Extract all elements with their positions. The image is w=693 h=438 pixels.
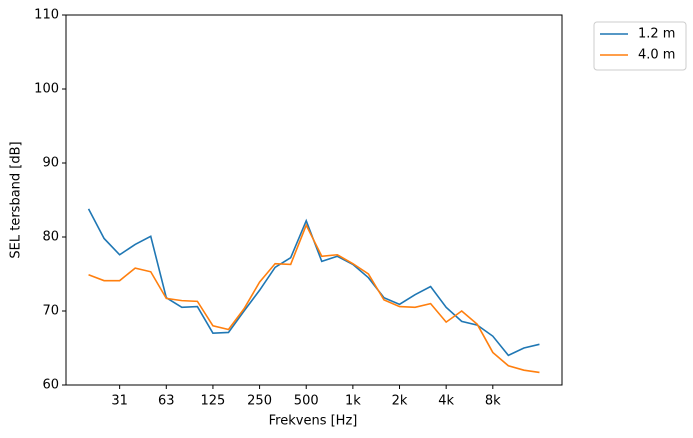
x-tick-label: 31 bbox=[111, 394, 128, 409]
x-tick-label: 125 bbox=[201, 394, 226, 409]
y-tick-label: 70 bbox=[42, 304, 59, 319]
x-tick-label: 8k bbox=[485, 394, 501, 409]
x-tick-label: 4k bbox=[438, 394, 454, 409]
y-axis-label: SEL tersband [dB] bbox=[9, 141, 24, 258]
y-tick-label: 110 bbox=[34, 8, 59, 23]
x-axis-label: Frekvens [Hz] bbox=[269, 414, 358, 429]
x-tick-label: 500 bbox=[294, 394, 319, 409]
y-tick-label: 100 bbox=[34, 82, 59, 97]
y-tick-label: 90 bbox=[42, 156, 59, 171]
y-tick-label: 60 bbox=[42, 378, 59, 393]
x-tick-label: 2k bbox=[392, 394, 408, 409]
legend-label: 1.2 m bbox=[638, 27, 675, 42]
plot-frame bbox=[65, 14, 563, 386]
y-tick-label: 80 bbox=[42, 230, 59, 245]
x-tick-label: 63 bbox=[158, 394, 175, 409]
series-line bbox=[88, 223, 540, 374]
x-tick-label: 1k bbox=[345, 394, 361, 409]
x-tick-label: 250 bbox=[247, 394, 272, 409]
legend: 1.2 m 4.0 m bbox=[593, 21, 687, 71]
legend-label: 4.0 m bbox=[638, 48, 675, 63]
